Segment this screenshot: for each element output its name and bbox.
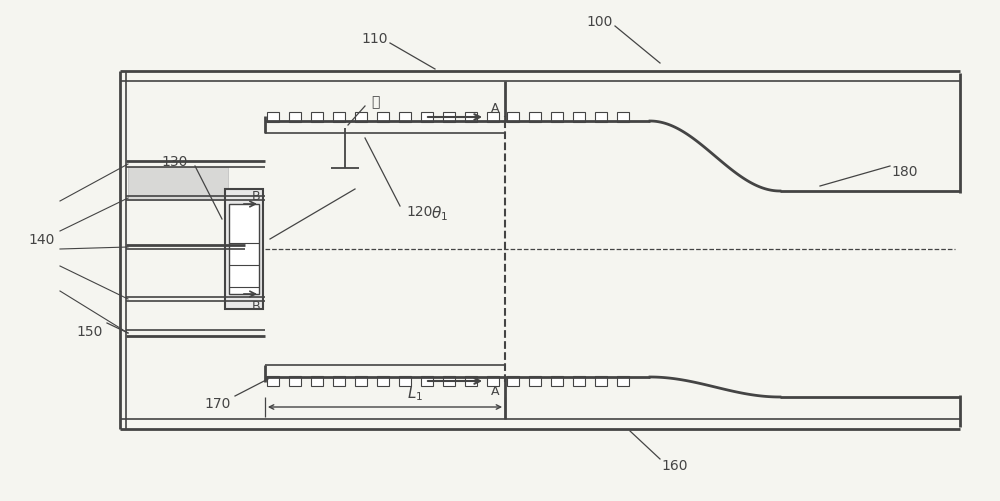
Bar [487,113,499,123]
Bar [487,376,499,386]
Bar [443,113,455,123]
Bar [617,376,629,386]
Bar [529,113,541,123]
Bar [507,376,519,386]
Text: 170: 170 [205,396,231,410]
Text: 120: 120 [407,204,433,218]
Bar [551,376,563,386]
Bar [311,376,323,386]
Text: 180: 180 [892,165,918,179]
Text: B: B [252,190,260,203]
Bar [465,376,477,386]
Bar [355,376,367,386]
Text: 110: 110 [362,32,388,46]
Bar [311,113,323,123]
Bar [267,113,279,123]
Bar [355,113,367,123]
Bar [617,113,629,123]
Text: 140: 140 [29,232,55,246]
Bar [229,204,259,295]
Text: B: B [252,300,260,313]
Text: 100: 100 [587,15,613,29]
Bar [333,376,345,386]
Bar [377,376,389,386]
Bar [529,376,541,386]
Bar [465,113,477,123]
Bar [225,189,263,310]
Bar [573,113,585,123]
Bar [421,376,433,386]
Bar [595,113,607,123]
Bar [399,376,411,386]
Bar [551,113,563,123]
Text: 130: 130 [162,155,188,169]
Bar [289,376,301,386]
Text: $L_1$: $L_1$ [407,384,423,402]
Bar [421,113,433,123]
Bar [573,376,585,386]
Bar [443,376,455,386]
Bar [507,113,519,123]
Text: 150: 150 [77,324,103,338]
Bar [289,113,301,123]
Bar [128,168,228,200]
Bar [333,113,345,123]
Bar [377,113,389,123]
Text: 160: 160 [662,458,688,472]
Text: 孔: 孔 [371,95,379,109]
Text: $\theta_1$: $\theta_1$ [431,204,449,223]
Bar [399,113,411,123]
Text: A: A [491,385,499,398]
Bar [267,376,279,386]
Text: A: A [491,101,499,114]
Bar [595,376,607,386]
